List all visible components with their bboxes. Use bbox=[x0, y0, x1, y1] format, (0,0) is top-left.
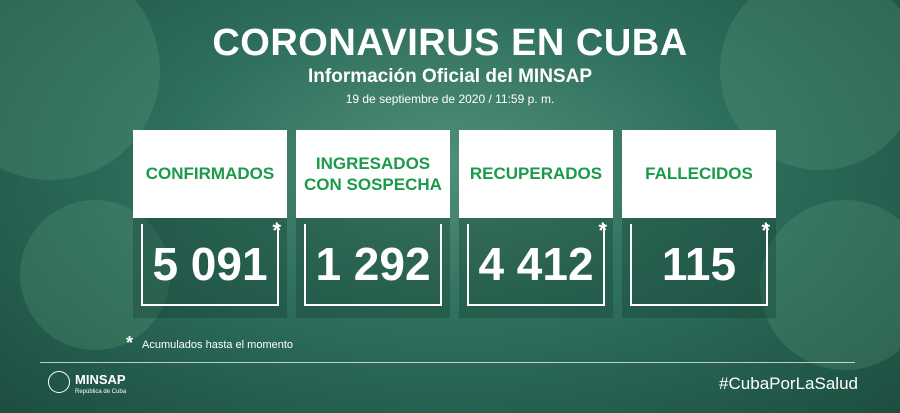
card-value: 115 bbox=[661, 238, 737, 290]
title: CORONAVIRUS EN CUBA bbox=[212, 22, 688, 64]
logo: MINSAP bbox=[75, 372, 126, 387]
card: 1 292 bbox=[296, 218, 450, 318]
card-label: RECUPERADOS bbox=[459, 130, 613, 218]
card-label: INGRESADOS CON SOSPECHA bbox=[296, 130, 450, 218]
card: 115 * bbox=[622, 218, 776, 318]
card-note-mark: * bbox=[272, 218, 281, 243]
card-value: 5 091 bbox=[152, 238, 268, 290]
card-label: CONFIRMADOS bbox=[133, 130, 287, 218]
decor bbox=[20, 200, 170, 350]
divider bbox=[40, 362, 855, 363]
card-frame: 5 091 * bbox=[141, 218, 281, 306]
date: 19 de septiembre de 2020 / 11:59 p. m. bbox=[345, 92, 555, 106]
card-note-mark: * bbox=[598, 218, 607, 243]
logo-seal bbox=[48, 371, 70, 393]
card-value: 4 412 bbox=[478, 238, 594, 290]
logo-subtitle: República de Cuba bbox=[75, 389, 127, 395]
footnote-mark: * bbox=[126, 333, 134, 353]
card-frame: 1 292 bbox=[304, 224, 442, 306]
hashtag: #CubaPorLaSalud bbox=[719, 374, 858, 393]
card-note-mark: * bbox=[761, 218, 770, 243]
card-frame: 115 * bbox=[630, 218, 770, 306]
card: 4 412 * bbox=[459, 218, 613, 318]
card-label: FALLECIDOS bbox=[622, 130, 776, 218]
card: 5 091 * bbox=[133, 218, 287, 318]
footnote: Acumulados hasta el momento bbox=[142, 339, 294, 351]
card-value: 1 292 bbox=[315, 238, 431, 290]
decor bbox=[760, 200, 900, 370]
card-frame: 4 412 * bbox=[467, 218, 607, 306]
subtitle: Información Oficial del MINSAP bbox=[308, 66, 592, 87]
